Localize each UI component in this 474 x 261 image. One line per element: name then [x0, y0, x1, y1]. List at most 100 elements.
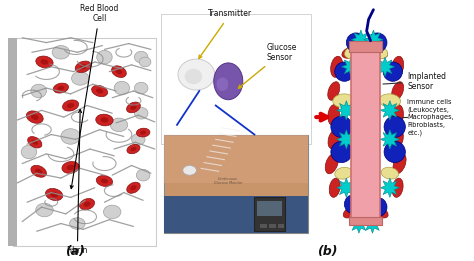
Ellipse shape [392, 56, 404, 77]
Bar [260, 223, 267, 228]
Circle shape [335, 62, 354, 81]
Ellipse shape [50, 192, 58, 197]
Ellipse shape [381, 167, 399, 179]
Ellipse shape [80, 64, 87, 69]
Ellipse shape [96, 114, 113, 126]
Ellipse shape [139, 57, 151, 67]
Text: Immune cells
(Leukocytes,
Macrophages,
Fibroblasts,
etc.): Immune cells (Leukocytes, Macrophages, F… [407, 99, 454, 136]
Ellipse shape [100, 117, 109, 123]
Bar [164, 134, 308, 233]
Ellipse shape [27, 137, 42, 148]
Ellipse shape [127, 144, 140, 154]
Ellipse shape [392, 82, 403, 100]
Ellipse shape [369, 46, 388, 59]
Ellipse shape [137, 169, 150, 181]
Ellipse shape [101, 179, 108, 183]
Polygon shape [341, 57, 361, 76]
Ellipse shape [83, 202, 91, 207]
Text: Fibrin: Fibrin [67, 110, 88, 256]
Ellipse shape [392, 178, 403, 197]
Bar [12, 38, 156, 246]
Ellipse shape [331, 56, 343, 77]
Ellipse shape [63, 100, 79, 111]
Circle shape [346, 33, 365, 52]
Ellipse shape [333, 94, 354, 108]
Ellipse shape [127, 102, 140, 113]
Polygon shape [351, 30, 371, 49]
Ellipse shape [70, 218, 85, 229]
Ellipse shape [32, 140, 38, 145]
Ellipse shape [343, 206, 359, 218]
Bar [269, 223, 276, 228]
Ellipse shape [21, 145, 36, 159]
Ellipse shape [52, 45, 70, 59]
Ellipse shape [393, 153, 406, 174]
Ellipse shape [35, 169, 42, 174]
Ellipse shape [135, 51, 148, 63]
Ellipse shape [57, 86, 64, 90]
Ellipse shape [342, 46, 360, 58]
Circle shape [331, 116, 352, 138]
Bar [164, 134, 308, 183]
Polygon shape [363, 214, 382, 233]
Ellipse shape [345, 46, 364, 59]
Bar [257, 201, 283, 216]
Ellipse shape [41, 59, 48, 65]
Polygon shape [375, 57, 395, 76]
Ellipse shape [130, 185, 137, 190]
Ellipse shape [328, 82, 340, 100]
Ellipse shape [46, 188, 63, 200]
Polygon shape [380, 130, 400, 149]
Ellipse shape [335, 167, 352, 179]
Ellipse shape [392, 130, 403, 149]
Text: Continuous
Glucose Monitor: Continuous Glucose Monitor [214, 177, 243, 185]
Text: Transmitter: Transmitter [199, 9, 252, 58]
Text: Implanted
Sensor: Implanted Sensor [383, 72, 447, 91]
Ellipse shape [67, 165, 74, 170]
Ellipse shape [67, 103, 74, 108]
Ellipse shape [135, 82, 148, 94]
Ellipse shape [178, 59, 215, 90]
Ellipse shape [103, 205, 121, 219]
Ellipse shape [96, 88, 103, 93]
Ellipse shape [53, 83, 69, 93]
Ellipse shape [328, 130, 339, 149]
Ellipse shape [36, 203, 53, 217]
Text: Red Blood
Cell: Red Blood Cell [70, 4, 119, 189]
Ellipse shape [392, 105, 403, 126]
Ellipse shape [183, 165, 196, 175]
Ellipse shape [130, 147, 137, 151]
Ellipse shape [350, 212, 365, 222]
Ellipse shape [217, 78, 228, 91]
Circle shape [331, 141, 352, 163]
Ellipse shape [140, 130, 146, 135]
Circle shape [384, 116, 405, 138]
Circle shape [345, 194, 364, 214]
Ellipse shape [328, 105, 339, 126]
Ellipse shape [369, 46, 388, 58]
Polygon shape [349, 214, 369, 233]
Ellipse shape [130, 105, 137, 110]
Bar [351, 50, 380, 220]
Ellipse shape [111, 66, 127, 78]
Bar [255, 197, 285, 231]
Polygon shape [337, 178, 356, 197]
Bar [349, 217, 382, 224]
Ellipse shape [91, 85, 108, 97]
Ellipse shape [31, 165, 46, 177]
Ellipse shape [110, 118, 128, 132]
Ellipse shape [27, 111, 43, 123]
Ellipse shape [31, 114, 38, 120]
Polygon shape [380, 101, 400, 120]
Bar [349, 41, 382, 52]
Ellipse shape [137, 128, 150, 137]
Ellipse shape [214, 63, 243, 100]
Bar [161, 14, 310, 144]
Ellipse shape [75, 61, 91, 73]
Ellipse shape [132, 134, 145, 145]
Polygon shape [337, 101, 356, 120]
Ellipse shape [114, 81, 129, 95]
Circle shape [383, 62, 402, 81]
Polygon shape [337, 130, 356, 149]
Ellipse shape [329, 178, 340, 197]
